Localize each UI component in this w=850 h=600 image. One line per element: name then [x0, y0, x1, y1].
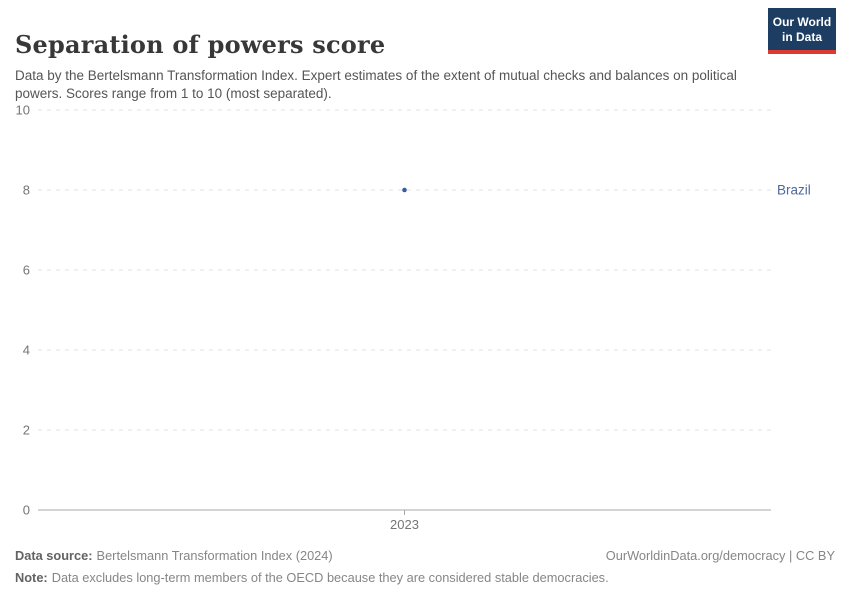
- note-value: Data excludes long-term members of the O…: [51, 570, 609, 585]
- y-tick-label: 6: [23, 263, 30, 278]
- data-source-label: Data source:: [15, 548, 93, 563]
- owid-logo-line1: Our World: [772, 15, 832, 29]
- entity-label-brazil[interactable]: Brazil: [777, 183, 811, 198]
- note-label: Note:: [15, 570, 48, 585]
- y-tick-label: 2: [23, 423, 30, 438]
- chart-footer: Data source: Bertelsmann Transformation I…: [15, 548, 835, 585]
- data-source-value: Bertelsmann Transformation Index (2024): [96, 548, 333, 563]
- x-tick-label: 2023: [390, 517, 419, 532]
- y-tick-label: 8: [23, 183, 30, 198]
- owid-logo-line2: in Data: [781, 30, 822, 44]
- owid-logo: Our World in Data: [768, 8, 836, 54]
- chart-canvas: 0 2 4 6 8 10 2023 Brazil: [16, 103, 811, 533]
- attribution-link[interactable]: OurWorldinData.org/democracy | CC BY: [605, 548, 835, 563]
- y-tick-label: 4: [23, 343, 30, 358]
- footer-row-note: Note: Data excludes long-term members of …: [15, 570, 835, 585]
- footer-row-source: Data source: Bertelsmann Transformation I…: [15, 548, 835, 563]
- y-tick-label: 0: [23, 503, 30, 518]
- data-point-brazil[interactable]: [402, 187, 407, 193]
- data-source-line: Data source: Bertelsmann Transformation I…: [15, 548, 333, 563]
- page-title: Separation of powers score: [15, 30, 386, 60]
- y-tick-label: 10: [16, 103, 30, 118]
- chart-subtitle: Data by the Bertelsmann Transformation I…: [15, 67, 737, 102]
